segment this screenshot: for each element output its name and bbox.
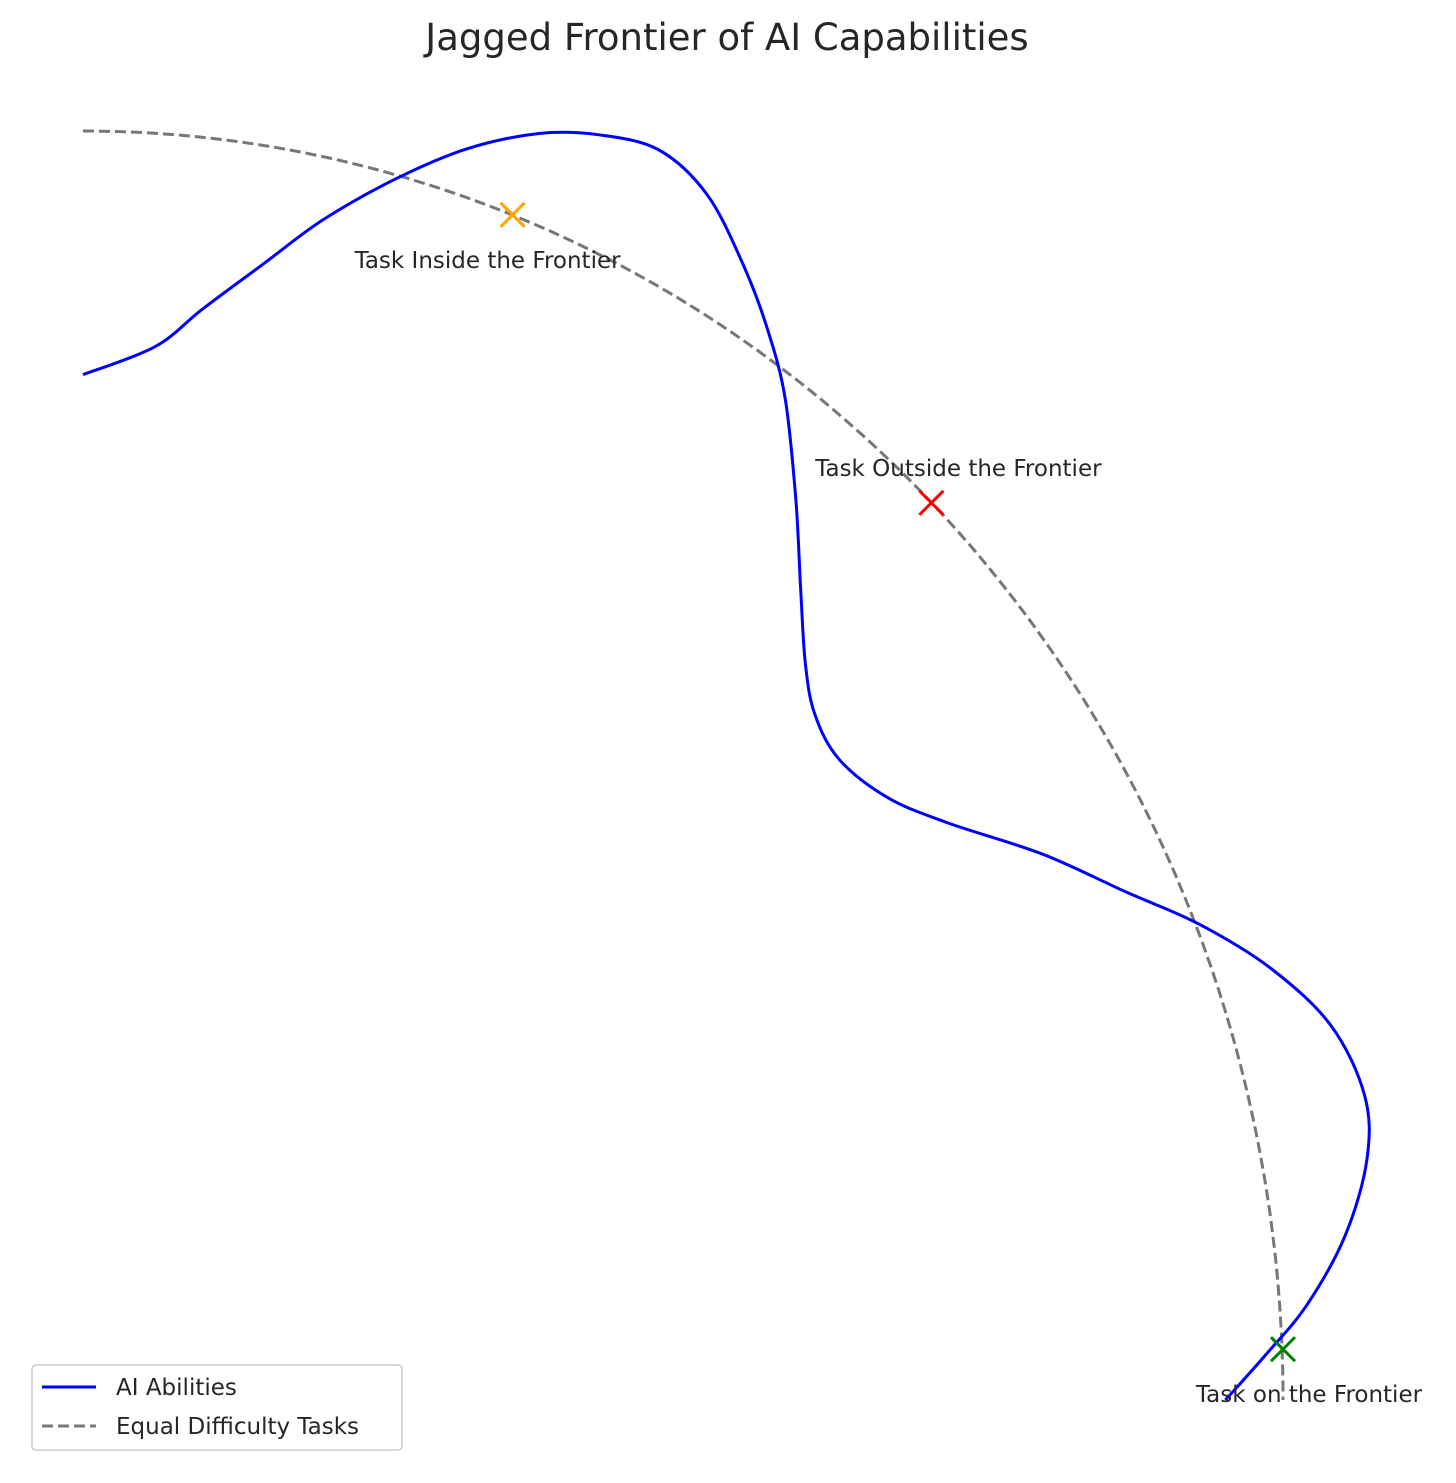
series-equal-difficulty-tasks — [83, 129, 1285, 1400]
annotation-1: Task Outside the Frontier — [814, 456, 1102, 482]
marker-2 — [1269, 1336, 1297, 1363]
plot-area: Task Inside the Frontier Task Outside the… — [82, 129, 1423, 1408]
marker-0 — [499, 201, 526, 228]
legend-box — [31, 1364, 403, 1451]
legend: AI Abilities Equal Difficulty Tasks — [31, 1364, 403, 1451]
marker-1 — [918, 489, 945, 516]
legend-label-ai-abilities: AI Abilities — [116, 1375, 237, 1401]
annotation-0: Task Inside the Frontier — [354, 248, 622, 274]
chart-title: Jagged Frontier of AI Capabilities — [423, 16, 1028, 59]
annotation-2: Task on the Frontier — [1195, 1382, 1423, 1408]
legend-label-equal-difficulty: Equal Difficulty Tasks — [116, 1414, 359, 1440]
series-ai-abilities — [82, 130, 1371, 1401]
